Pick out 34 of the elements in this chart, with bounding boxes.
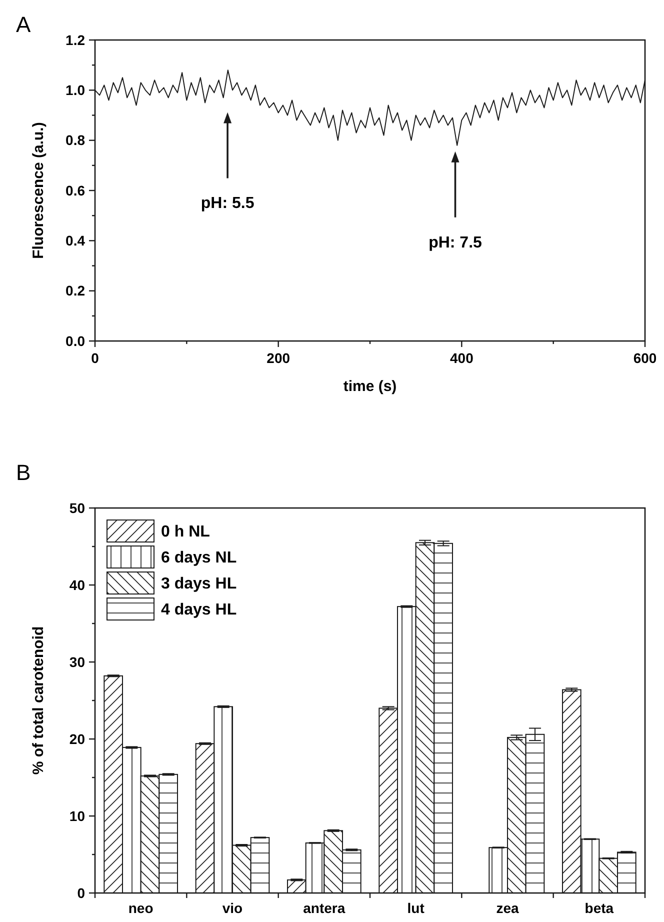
annotation: pH: 5.5 — [200, 195, 254, 212]
x-tick-label: 200 — [266, 350, 290, 366]
x-tick-label: beta — [584, 900, 614, 916]
y-tick-label: 10 — [69, 808, 86, 824]
x-axis-title: time (s) — [343, 378, 397, 395]
y-tick-label: 0.6 — [66, 182, 86, 198]
y-tick-label: 40 — [69, 576, 86, 593]
y-tick-label: 1.0 — [66, 82, 86, 98]
chart-title: B — [16, 460, 31, 485]
legend-label: 0 h NL — [161, 524, 210, 541]
y-axis-title: Fluorescence (a.u.) — [30, 122, 47, 259]
x-tick-label: 0 — [91, 350, 100, 366]
y-axis-title: % of total carotenoid — [30, 626, 47, 775]
annotation: pH: 7.5 — [428, 234, 482, 252]
y-tick-label: 0.4 — [66, 232, 86, 249]
x-tick-label: vio — [222, 900, 243, 916]
y-tick-label: 30 — [69, 654, 86, 670]
y-tick-label: 50 — [69, 500, 86, 516]
legend-label: 3 days HL — [161, 576, 237, 593]
y-tick-label: 0.8 — [66, 132, 86, 148]
x-tick-label: 400 — [450, 350, 474, 366]
text: 0.0 — [66, 332, 85, 349]
y-tick-label: 1.2 — [66, 32, 86, 48]
legend-label: 6 days NL — [161, 550, 237, 567]
x-tick-label: lut — [407, 900, 425, 916]
x-tick-label: neo — [128, 900, 154, 916]
y-tick-label: 0 — [77, 884, 86, 901]
y-tick-label: 20 — [69, 730, 86, 747]
x-tick-label: antera — [303, 900, 346, 916]
legend-label: 4 days HL — [161, 602, 237, 619]
chart-title: A — [16, 12, 31, 37]
x-tick-label: 600 — [633, 350, 657, 366]
y-tick-label: 0.2 — [66, 282, 86, 299]
x-tick-label: zea — [496, 900, 519, 916]
